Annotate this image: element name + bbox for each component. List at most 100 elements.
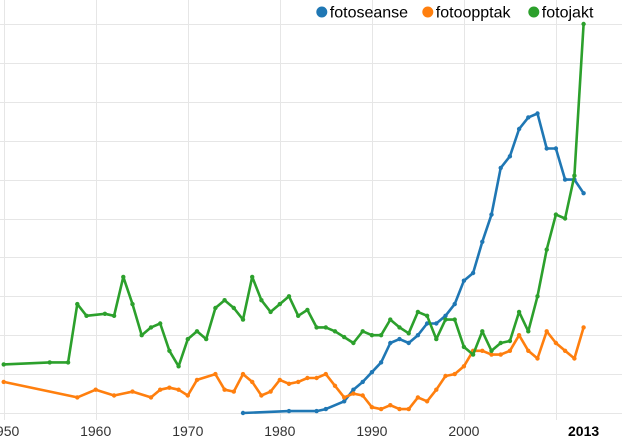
- data-point-fotoopptak: [213, 371, 218, 377]
- data-point-fotoopptak: [461, 364, 467, 369]
- data-point-fotoseanse: [507, 154, 513, 159]
- data-point-fotojakt: [121, 274, 126, 280]
- data-point-fotoopptak: [406, 406, 411, 412]
- data-point-fotoseanse: [480, 239, 485, 244]
- data-point-fotojakt: [470, 352, 476, 357]
- data-point-fotojakt: [277, 301, 282, 307]
- data-point-fotojakt: [480, 329, 485, 334]
- data-point-fotoopptak: [75, 395, 80, 400]
- data-point-fotoopptak: [158, 387, 163, 392]
- data-point-fotojakt: [65, 360, 71, 365]
- data-point-fotojakt: [378, 333, 384, 338]
- data-point-fotoopptak: [259, 393, 264, 398]
- data-point-fotojakt: [516, 309, 522, 315]
- data-point-fotoopptak: [314, 375, 319, 381]
- data-point-fotoseanse: [434, 321, 439, 326]
- data-point-fotoopptak: [130, 389, 135, 394]
- data-point-fotojakt: [332, 329, 338, 334]
- data-point-fotojakt: [213, 305, 218, 311]
- legend-marker-fotoseanse: [316, 6, 328, 18]
- data-point-fotoseanse: [535, 111, 540, 116]
- data-point-fotoopptak: [148, 395, 154, 400]
- data-point-fotoseanse: [397, 336, 402, 342]
- chart-grid: [0, 0, 622, 420]
- data-point-fotoopptak: [332, 383, 338, 388]
- data-point-fotojakt: [259, 298, 264, 303]
- legend-label-fotoopptak: fotoopptak: [436, 5, 512, 22]
- data-point-fotoseanse: [452, 301, 457, 307]
- chart-legend: fotoseanse fotoopptak fotojakt: [316, 5, 594, 22]
- data-point-fotoseanse: [369, 370, 375, 375]
- data-point-fotojakt: [323, 325, 328, 330]
- data-point-fotojakt: [84, 313, 89, 318]
- data-point-fotojakt: [443, 317, 448, 322]
- data-point-fotojakt: [102, 311, 108, 316]
- data-point-fotoopptak: [434, 387, 439, 392]
- x-tick-label: 2013: [568, 423, 599, 439]
- data-point-fotoopptak: [250, 379, 255, 385]
- data-point-fotoseanse: [314, 408, 319, 414]
- data-point-fotoopptak: [185, 393, 190, 398]
- legend-label-fotojakt: fotojakt: [542, 5, 594, 22]
- data-point-fotoopptak: [296, 379, 301, 385]
- data-point-fotoopptak: [544, 329, 549, 334]
- data-point-fotojakt: [231, 305, 236, 311]
- legend-marker-fotoopptak: [422, 6, 434, 18]
- data-point-fotojakt: [139, 333, 144, 338]
- data-point-fotoopptak: [562, 348, 568, 353]
- data-point-fotojakt: [286, 294, 292, 299]
- data-point-fotojakt: [305, 307, 310, 313]
- data-point-fotoopptak: [516, 333, 522, 338]
- data-point-fotojakt: [148, 325, 154, 330]
- data-point-fotoseanse: [351, 387, 356, 392]
- data-point-fotoseanse: [562, 177, 568, 182]
- data-point-fotojakt: [240, 317, 246, 322]
- data-point-fotojakt: [360, 329, 365, 334]
- data-point-fotojakt: [342, 334, 347, 340]
- data-point-fotojakt: [498, 340, 503, 346]
- data-point-fotoseanse: [323, 406, 328, 412]
- x-tick-label: 1970: [172, 423, 203, 439]
- x-tick-label: 1950: [0, 423, 19, 439]
- data-point-fotojakt: [268, 309, 273, 315]
- data-point-fotoopptak: [111, 393, 117, 398]
- series-line-fotoseanse: [241, 112, 585, 415]
- data-point-fotoopptak: [231, 389, 236, 394]
- data-point-fotoseanse: [516, 126, 522, 132]
- data-point-fotojakt: [185, 336, 190, 342]
- data-point-fotojakt: [158, 321, 163, 326]
- data-point-fotoopptak: [424, 399, 430, 404]
- data-point-fotojakt: [222, 298, 227, 303]
- series-line-fotoopptak: [2, 326, 585, 411]
- data-point-fotoseanse: [360, 379, 365, 385]
- data-point-fotojakt: [424, 313, 430, 318]
- data-point-fotoopptak: [277, 377, 282, 383]
- data-point-fotoopptak: [286, 381, 292, 386]
- data-point-fotoopptak: [93, 387, 98, 392]
- data-point-fotoopptak: [498, 352, 503, 357]
- data-point-fotoopptak: [378, 406, 384, 412]
- data-point-fotojakt: [452, 317, 457, 322]
- data-point-fotoopptak: [1, 379, 6, 385]
- data-point-fotoseanse: [415, 333, 421, 338]
- data-point-fotojakt: [397, 325, 402, 330]
- data-point-fotoopptak: [489, 352, 494, 357]
- data-point-fotojakt: [562, 216, 568, 221]
- data-point-fotojakt: [314, 325, 319, 330]
- data-point-fotoopptak: [572, 356, 577, 361]
- data-point-fotojakt: [111, 313, 117, 318]
- data-point-fotoopptak: [194, 377, 200, 383]
- data-point-fotoseanse: [406, 340, 411, 346]
- x-tick-label: 1990: [356, 423, 387, 439]
- data-point-fotojakt: [167, 348, 172, 353]
- data-point-fotoseanse: [461, 278, 467, 283]
- data-point-fotoopptak: [443, 373, 448, 379]
- x-tick-label: 1980: [264, 423, 295, 439]
- data-point-fotoopptak: [360, 393, 365, 398]
- data-point-fotojakt: [526, 329, 531, 334]
- data-point-fotojakt: [553, 212, 559, 217]
- data-point-fotoseanse: [378, 360, 384, 365]
- data-point-fotoseanse: [553, 146, 559, 151]
- data-point-fotoopptak: [581, 325, 586, 330]
- legend-marker-fotojakt: [528, 6, 540, 18]
